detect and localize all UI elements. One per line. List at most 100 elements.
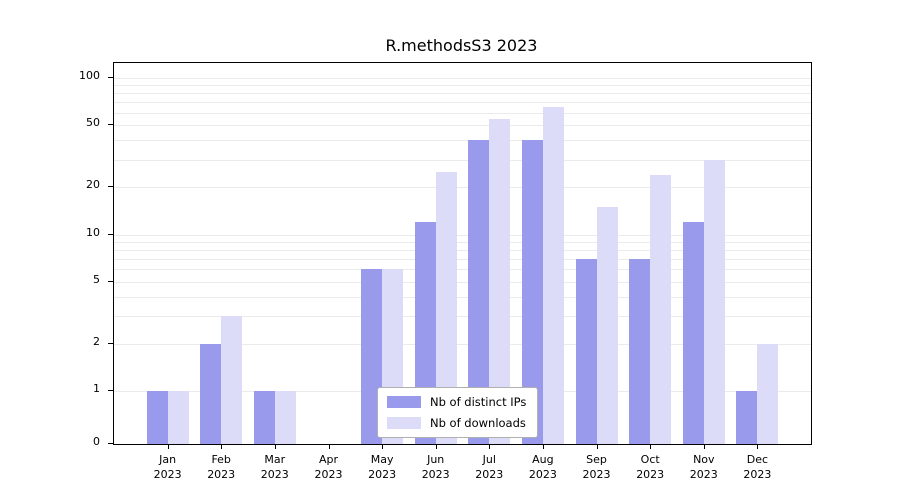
x-tick-month: Nov bbox=[693, 453, 715, 466]
plot-area: Nb of distinct IPs Nb of downloads Jan 202… bbox=[113, 62, 812, 481]
x-tick bbox=[596, 444, 598, 449]
gridline bbox=[114, 343, 811, 345]
bar-distinct-ips bbox=[146, 391, 168, 444]
bar-distinct-ips bbox=[253, 391, 275, 444]
x-tick-month: Oct bbox=[640, 453, 660, 466]
gridline bbox=[114, 102, 811, 104]
legend-item: Nb of distinct IPs bbox=[387, 395, 526, 409]
x-tick-year: 2023 bbox=[260, 468, 289, 481]
bar-downloads bbox=[596, 206, 618, 444]
x-tick-label: Aug 2023 bbox=[513, 452, 573, 482]
y-tick-label: 2 bbox=[93, 334, 100, 348]
gridline bbox=[114, 93, 811, 95]
x-tick-month: Sep bbox=[586, 453, 607, 466]
x-tick-year: 2023 bbox=[636, 468, 665, 481]
gridline bbox=[114, 187, 811, 189]
chart-title: R.methodsS3 2023 bbox=[385, 36, 538, 55]
y-tick bbox=[108, 390, 113, 391]
x-tick-month: Mar bbox=[264, 453, 286, 466]
y-tick bbox=[108, 342, 113, 344]
bar-distinct-ips bbox=[736, 391, 758, 444]
x-tick-month: Dec bbox=[746, 453, 769, 466]
x-tick-month: Aug bbox=[532, 453, 554, 466]
bar-downloads bbox=[650, 175, 672, 444]
bar-distinct-ips bbox=[468, 140, 490, 444]
gridline bbox=[114, 296, 811, 298]
x-tick-month: Jul bbox=[482, 453, 496, 466]
y-tick bbox=[108, 233, 113, 235]
gridline bbox=[114, 112, 811, 114]
x-tick-year: 2023 bbox=[368, 468, 397, 481]
bar-distinct-ips bbox=[629, 258, 651, 444]
x-tick bbox=[435, 444, 437, 449]
gridline bbox=[114, 85, 811, 87]
gridline bbox=[114, 159, 811, 161]
x-tick bbox=[650, 444, 652, 449]
x-tick-year: 2023 bbox=[475, 468, 504, 481]
x-tick-label: Sep 2023 bbox=[567, 452, 627, 482]
bar-downloads bbox=[489, 118, 511, 444]
x-tick-month: May bbox=[370, 453, 394, 466]
x-tick-label: May 2023 bbox=[352, 452, 412, 482]
bar-distinct-ips bbox=[575, 258, 597, 444]
gridline bbox=[114, 249, 811, 251]
bar-downloads bbox=[221, 316, 243, 444]
x-tick-label: Apr 2023 bbox=[299, 452, 359, 482]
x-tick-month: Jan bbox=[159, 453, 177, 466]
legend-swatch bbox=[387, 396, 421, 408]
gridline bbox=[114, 78, 811, 79]
gridline bbox=[114, 241, 811, 243]
x-tick-year: 2023 bbox=[153, 468, 182, 481]
bar-distinct-ips bbox=[361, 269, 383, 444]
y-tick-label: 20 bbox=[86, 178, 100, 192]
x-tick-label: Mar 2023 bbox=[245, 452, 305, 482]
x-tick bbox=[703, 444, 705, 449]
x-tick bbox=[757, 444, 759, 449]
x-tick-label: Jan 2023 bbox=[138, 452, 198, 482]
y-tick-label: 5 bbox=[93, 272, 100, 286]
x-tick-label: Nov 2023 bbox=[674, 452, 734, 482]
gridline bbox=[114, 269, 811, 271]
y-tick-label: 1 bbox=[93, 382, 100, 395]
x-tick bbox=[328, 444, 330, 449]
y-tick-label: 100 bbox=[79, 69, 100, 82]
gridline bbox=[114, 316, 811, 318]
x-tick bbox=[167, 444, 169, 449]
y-tick bbox=[108, 124, 113, 126]
x-tick-month: Feb bbox=[211, 453, 231, 466]
x-tick-label: Feb 2023 bbox=[191, 452, 251, 482]
legend-label: Nb of distinct IPs bbox=[430, 395, 527, 409]
x-tick bbox=[542, 444, 544, 449]
bar-downloads bbox=[274, 391, 296, 444]
gridline bbox=[114, 140, 811, 142]
legend-swatch bbox=[387, 417, 421, 429]
x-tick-label: Dec 2023 bbox=[727, 452, 787, 482]
x-tick bbox=[382, 444, 384, 449]
gridline bbox=[114, 234, 811, 236]
x-tick bbox=[489, 444, 491, 449]
x-tick-label: Oct 2023 bbox=[620, 452, 680, 482]
x-tick-year: 2023 bbox=[689, 468, 718, 481]
bar-downloads bbox=[542, 107, 564, 444]
legend-label: Nb of downloads bbox=[430, 416, 526, 430]
legend-item: Nb of downloads bbox=[387, 416, 526, 430]
gridline bbox=[114, 281, 811, 283]
bar-distinct-ips bbox=[200, 343, 222, 444]
y-tick-label: 0 bbox=[93, 435, 100, 448]
x-tick-month: Jun bbox=[427, 453, 445, 466]
y-tick bbox=[108, 443, 113, 444]
bar-downloads bbox=[703, 159, 725, 444]
y-tick-label: 10 bbox=[86, 225, 100, 239]
y-tick-label: 50 bbox=[86, 116, 100, 130]
x-tick-label: Jul 2023 bbox=[459, 452, 519, 482]
x-tick-label: Jun 2023 bbox=[406, 452, 466, 482]
y-tick bbox=[108, 77, 113, 78]
x-tick bbox=[274, 444, 276, 449]
gridline bbox=[114, 258, 811, 260]
bar-downloads bbox=[167, 391, 189, 444]
y-tick bbox=[108, 186, 113, 188]
bar-distinct-ips bbox=[682, 222, 704, 444]
x-tick-year: 2023 bbox=[528, 468, 557, 481]
bar-downloads bbox=[757, 343, 779, 444]
